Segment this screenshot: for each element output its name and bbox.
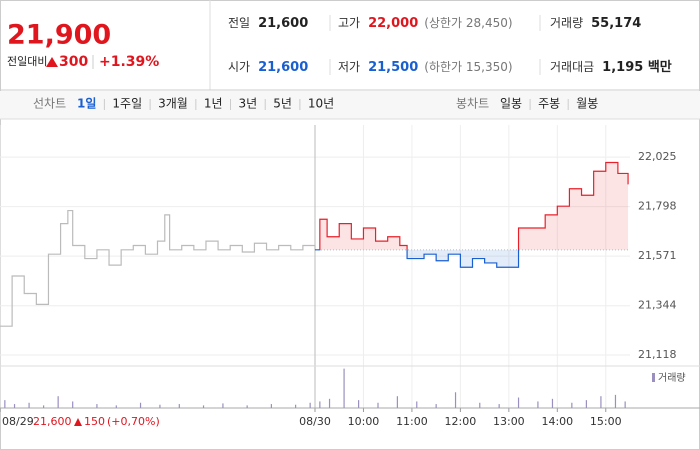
stat-label: 시가 — [228, 60, 250, 74]
volume-bar — [498, 404, 500, 408]
tab[interactable]: 3개월 — [158, 97, 188, 111]
tab[interactable]: 월봉 — [576, 97, 598, 111]
stat-label: 고가 — [338, 16, 360, 30]
change: 300 — [59, 54, 88, 70]
tab[interactable]: 1년 — [204, 97, 223, 111]
volume-bar — [295, 404, 297, 408]
stat-note: (하한가 15,350) — [424, 60, 512, 74]
tab[interactable]: 10년 — [308, 97, 334, 111]
tab[interactable]: 주봉 — [538, 97, 560, 111]
y-tick-label: 21,571 — [638, 249, 677, 262]
volume-bar — [28, 402, 30, 408]
volume-bar — [479, 402, 481, 408]
change-label: 전일대비 — [7, 54, 47, 68]
volume-bar — [43, 405, 45, 408]
x-tick-label: 08/30 — [299, 415, 331, 428]
volume-bar — [159, 404, 161, 408]
stat: 전일 21,600 — [228, 16, 308, 31]
stat-label: 전일 — [228, 16, 250, 30]
price: 21,900 — [7, 20, 111, 51]
stat-value: 1,195 백만 — [602, 59, 672, 75]
volume-bar — [571, 402, 573, 408]
volume-bar — [13, 404, 16, 408]
prev-change: 150 — [84, 415, 105, 428]
volume-bar — [328, 398, 331, 408]
y-tick-label: 21,798 — [638, 200, 677, 213]
stat: 저가 21,500 (하한가 15,350) — [338, 60, 513, 75]
x-tick-label: 10:00 — [348, 415, 380, 428]
volume-bar — [396, 396, 398, 408]
change-pct: +1.39% — [99, 54, 159, 70]
y-tick-label: 21,344 — [638, 299, 677, 312]
tab-group-label: 선차트 — [33, 97, 66, 111]
x-tick-label: 15:00 — [590, 415, 622, 428]
y-tick-label: 22,025 — [638, 150, 677, 163]
tab[interactable]: 일봉 — [500, 97, 522, 111]
x-tick-label: 12:00 — [445, 415, 477, 428]
volume-bar — [517, 397, 520, 408]
tab-group-label: 봉차트 — [456, 97, 489, 111]
stat-label: 저가 — [338, 60, 360, 74]
volume-bar — [96, 404, 98, 408]
volume-bar — [614, 394, 617, 408]
stat-label: 거래량 — [550, 16, 583, 30]
x-tick-label: 08/29 — [2, 415, 34, 428]
y-tick-label: 21,118 — [638, 348, 677, 361]
stat-label: 거래대금 — [550, 60, 594, 74]
tab[interactable]: 3년 — [239, 97, 258, 111]
volume-bar — [551, 398, 554, 408]
volume-bar — [178, 404, 180, 408]
x-tick-label: 14:00 — [541, 415, 573, 428]
stat: 시가 21,600 — [228, 60, 308, 75]
volume-bar — [72, 401, 74, 408]
legend-label: 거래량 — [658, 372, 686, 384]
volume-bar — [624, 401, 626, 408]
x-tick-label: 13:00 — [493, 415, 525, 428]
price-line — [315, 161, 629, 268]
tab[interactable]: 1일 — [77, 97, 96, 111]
volume-bar — [246, 405, 248, 408]
legend-swatch — [652, 373, 655, 382]
volume-bar — [585, 400, 587, 408]
stat-value: 22,000 — [368, 16, 418, 31]
volume-bar — [600, 396, 602, 408]
tab-bar — [0, 91, 700, 119]
volume-bar — [416, 401, 418, 408]
up-arrow — [46, 57, 58, 67]
stat-value: 21,600 — [258, 60, 308, 75]
volume-bar — [358, 400, 360, 408]
stat-value: 21,500 — [368, 60, 418, 75]
volume-bar — [139, 402, 142, 408]
volume-bar — [435, 404, 437, 408]
volume-bar — [343, 368, 345, 408]
volume-bar — [319, 401, 321, 408]
volume-bar — [4, 400, 6, 408]
area — [315, 162, 629, 268]
stat: 고가 22,000 (상한가 28,450) — [338, 16, 513, 31]
stat-note: (상한가 28,450) — [424, 16, 512, 30]
stat: 거래대금 1,195 백만 — [550, 59, 672, 75]
volume-bar — [222, 403, 224, 408]
volume-bar — [309, 402, 311, 408]
up-arrow — [74, 418, 82, 426]
volume-bar — [537, 401, 539, 408]
volume-bar — [454, 392, 457, 408]
stat: 거래량 55,174 — [550, 16, 641, 31]
volume-bar — [57, 396, 59, 408]
prev-change-pct: (+0,70%) — [107, 415, 160, 428]
price-line — [0, 209, 316, 327]
stat-value: 21,600 — [258, 16, 308, 31]
volume-bar — [270, 404, 272, 408]
volume-bar — [202, 405, 205, 408]
volume-bar — [377, 402, 379, 408]
stat-value: 55,174 — [591, 16, 641, 31]
tab[interactable]: 5년 — [273, 97, 292, 111]
prev-close: 21,600 — [33, 415, 72, 428]
tab[interactable]: 1주일 — [112, 97, 142, 111]
x-tick-label: 11:00 — [396, 415, 428, 428]
volume-bar — [115, 405, 117, 408]
